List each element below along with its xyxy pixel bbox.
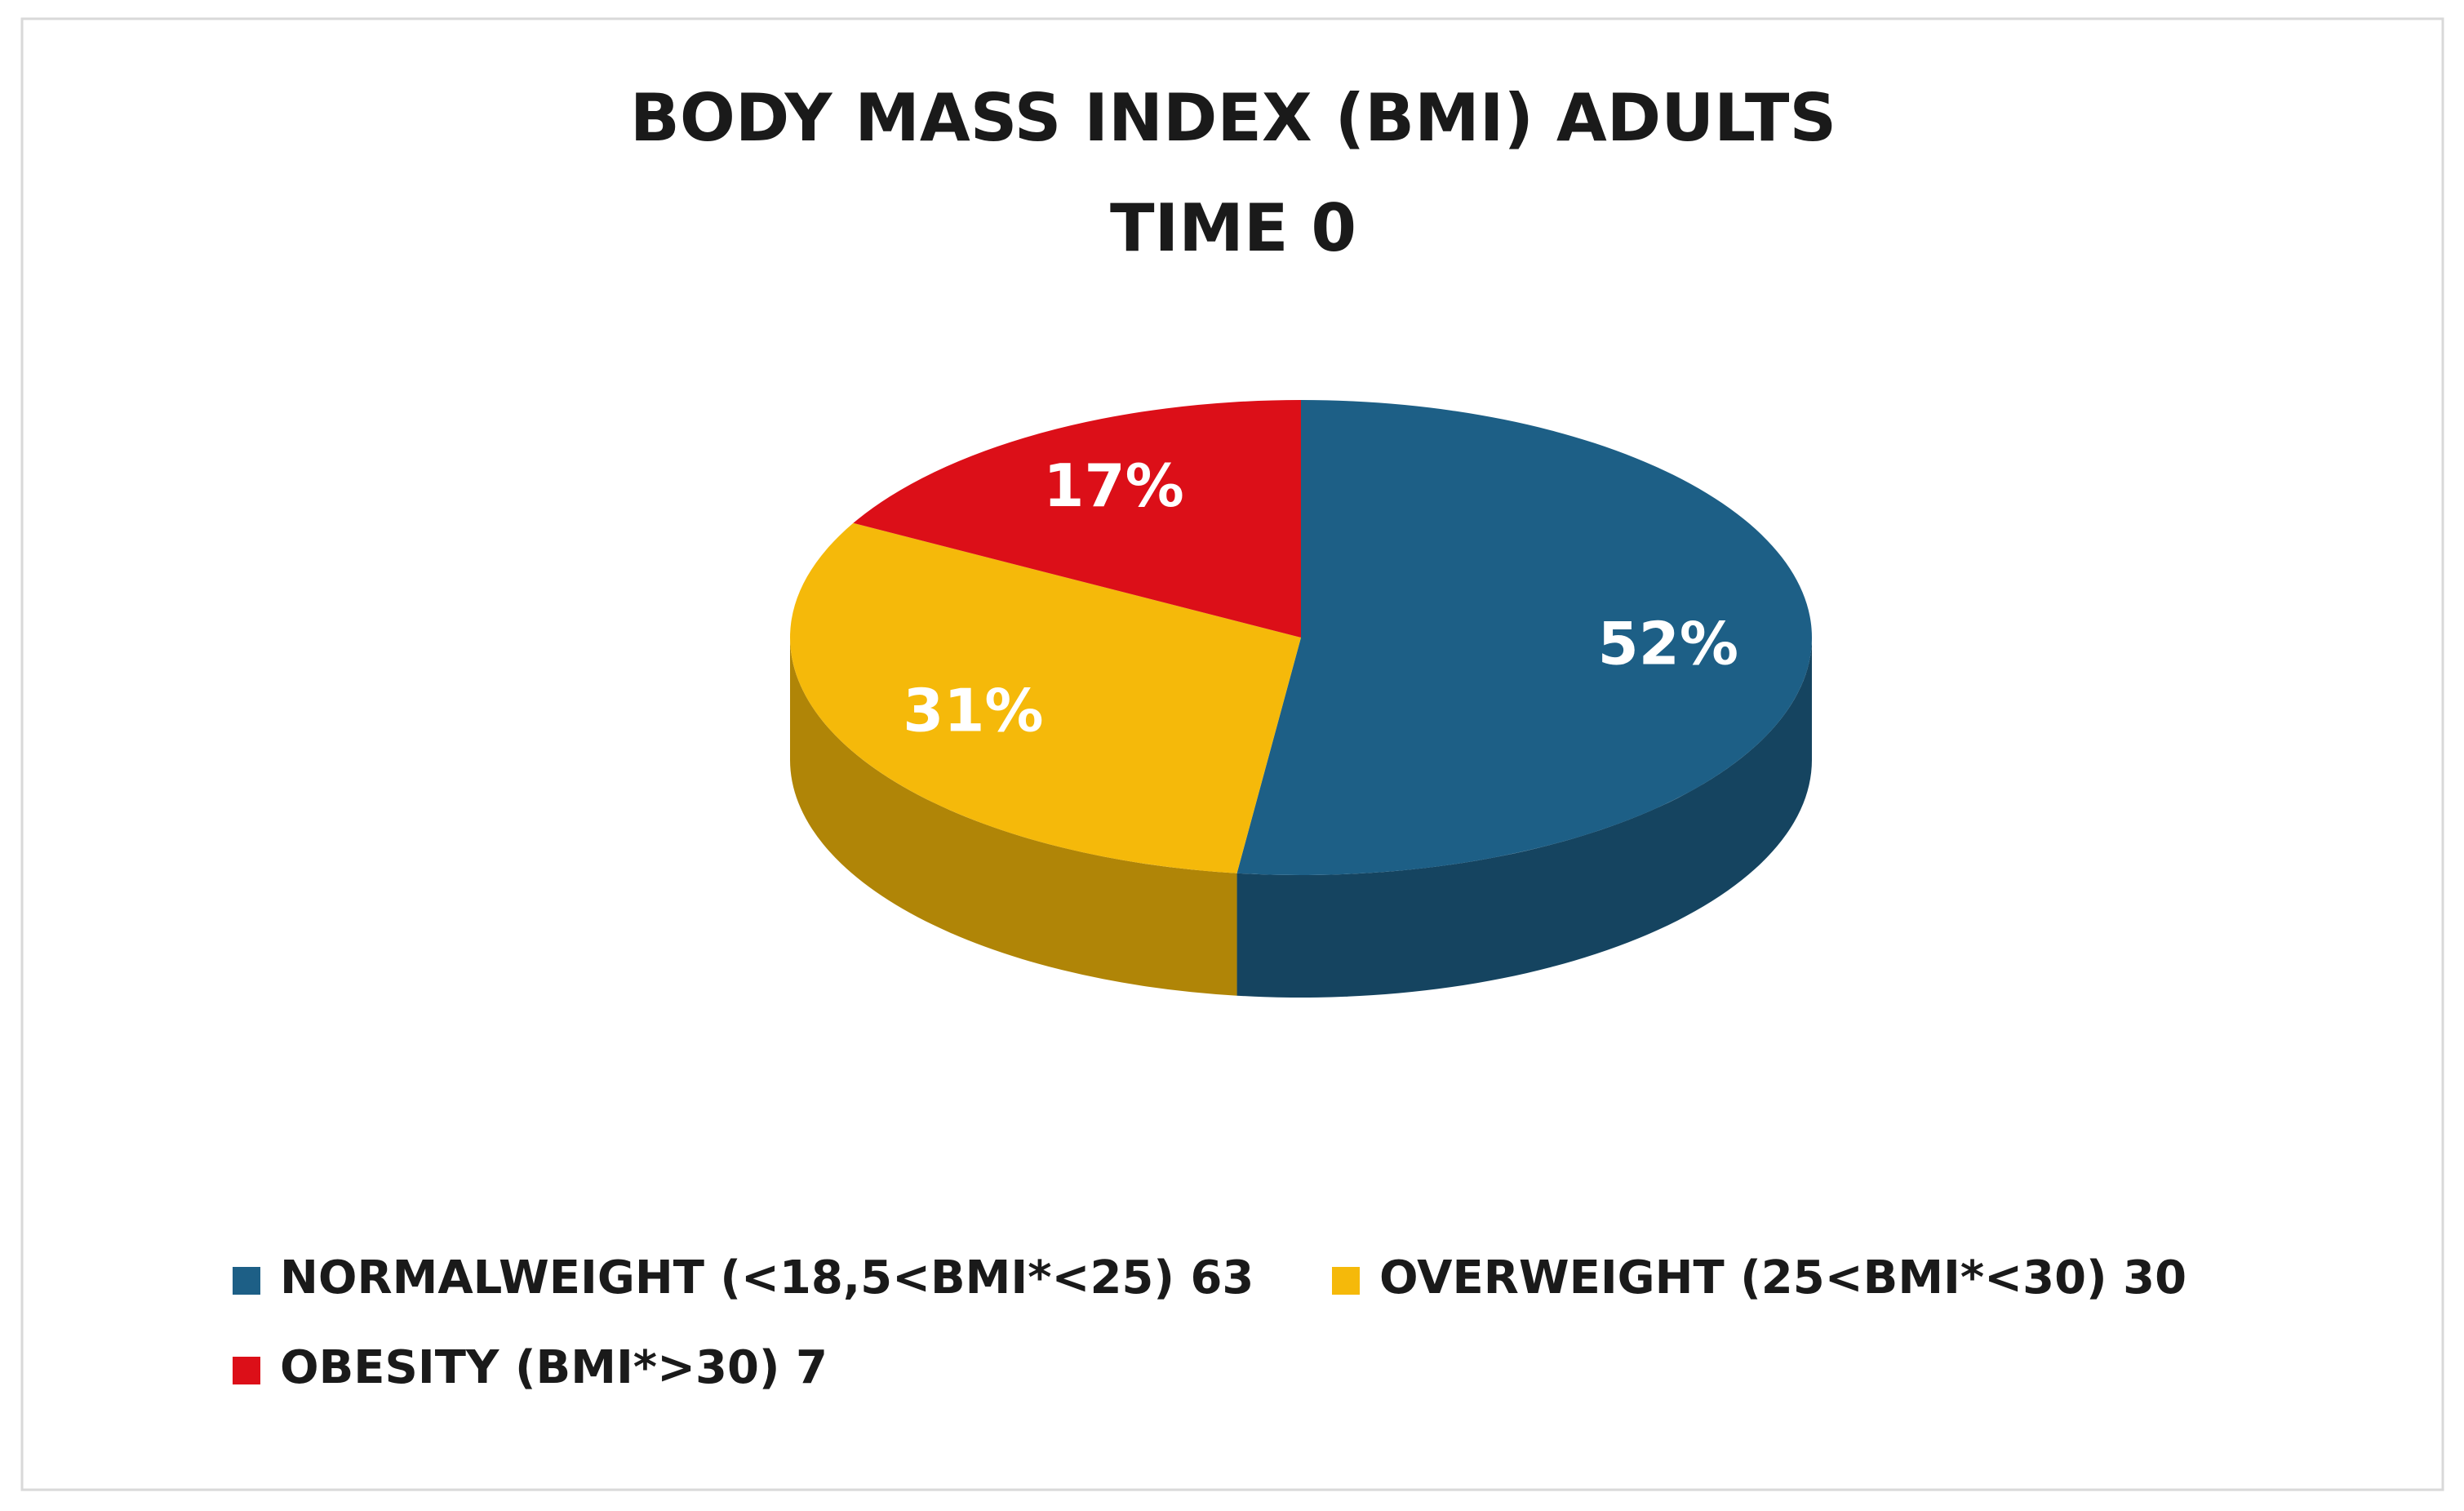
legend-swatch — [1332, 1267, 1360, 1295]
pie-slice — [853, 400, 1301, 638]
legend-label: NORMALWEIGHT (<18,5<BMI*<25) 63 — [280, 1251, 1254, 1304]
chart-title: BODY MASS INDEX (BMI) ADULTS — [630, 80, 1836, 156]
slice-side — [790, 638, 1237, 996]
chart-subtitle: TIME 0 — [1110, 190, 1356, 266]
pie-slice — [790, 522, 1301, 996]
legend-swatch — [233, 1267, 260, 1295]
slice-top — [790, 522, 1301, 873]
data-label: 31% — [903, 677, 1043, 745]
slice-side — [1236, 638, 1812, 998]
data-label: 17% — [1043, 451, 1183, 520]
legend-label: OBESITY (BMI*>30) 7 — [280, 1341, 828, 1394]
data-label: 52% — [1598, 610, 1738, 678]
pie-slice — [1236, 400, 1813, 998]
slice-top — [853, 400, 1301, 638]
legend-swatch — [233, 1357, 260, 1384]
slice-top — [1236, 400, 1813, 875]
legend-label: OVERWEIGHT (25<BMI*<30) 30 — [1379, 1251, 2187, 1304]
